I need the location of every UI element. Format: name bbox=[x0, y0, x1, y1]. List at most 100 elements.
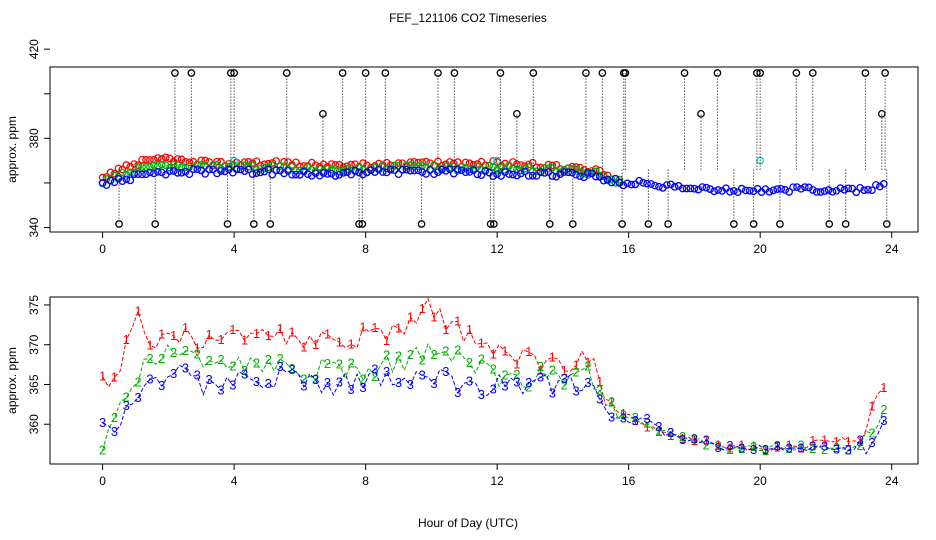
x-tick-label: 16 bbox=[622, 474, 636, 488]
series-3-point bbox=[678, 184, 687, 193]
series-3-point bbox=[698, 183, 707, 191]
series-3-label: 3 bbox=[501, 378, 508, 393]
series-1-point bbox=[296, 162, 304, 171]
series-3-label: 3 bbox=[206, 372, 213, 387]
spike-point bbox=[171, 69, 179, 77]
spike-point bbox=[115, 220, 123, 228]
series-3-point bbox=[335, 170, 344, 179]
series-3-point bbox=[556, 170, 565, 179]
bottom-plot-frame bbox=[49, 296, 919, 465]
series-3-point bbox=[406, 166, 415, 175]
chart-title: FEF_121106 CO2 Timeseries bbox=[389, 11, 547, 25]
series-3-point bbox=[394, 170, 403, 179]
series-2-label: 2 bbox=[134, 374, 141, 389]
series-3-point bbox=[126, 176, 135, 185]
series-1-label: 1 bbox=[490, 346, 497, 361]
series-3-label: 3 bbox=[300, 379, 307, 394]
y-tick-label: 375 bbox=[27, 295, 41, 315]
series-3-point bbox=[398, 165, 407, 174]
series-1-point bbox=[327, 160, 336, 168]
series-3-point bbox=[773, 185, 782, 193]
series-3-point bbox=[765, 188, 774, 196]
series-2-label: 2 bbox=[253, 355, 260, 370]
series-3-point bbox=[445, 165, 454, 174]
y-tick-label: 340 bbox=[27, 217, 41, 237]
series-3-label: 3 bbox=[513, 374, 520, 389]
series-2-label: 2 bbox=[170, 345, 177, 360]
series-3-point bbox=[236, 165, 245, 174]
series-2-label: 2 bbox=[111, 410, 118, 425]
series-3-label: 3 bbox=[797, 441, 804, 456]
series-2-point bbox=[505, 162, 513, 170]
series-1-label: 1 bbox=[845, 434, 852, 449]
series-3-label: 3 bbox=[134, 390, 141, 405]
spike-point bbox=[545, 220, 554, 228]
series-1-point bbox=[473, 160, 482, 168]
series-3-point bbox=[801, 183, 809, 191]
series-2-point bbox=[524, 163, 533, 171]
series-2-point bbox=[209, 161, 217, 169]
series-2-label: 2 bbox=[572, 364, 579, 379]
series-1-label: 1 bbox=[99, 369, 106, 384]
series-2-label: 2 bbox=[395, 348, 402, 363]
series-1-point bbox=[181, 157, 190, 166]
series-3-point bbox=[812, 188, 821, 196]
series-2-label: 2 bbox=[797, 437, 804, 452]
series-1-label: 1 bbox=[288, 324, 295, 339]
series-2-point bbox=[532, 167, 541, 176]
series-3-point bbox=[623, 179, 632, 188]
series-1-label: 1 bbox=[348, 336, 355, 351]
series-2-point bbox=[296, 166, 304, 175]
series-2-point bbox=[142, 163, 150, 172]
series-2-point bbox=[292, 166, 300, 175]
series-1-point bbox=[331, 161, 340, 169]
series-3-label: 3 bbox=[430, 376, 437, 391]
series-2-point bbox=[520, 164, 529, 173]
series-2-label: 2 bbox=[324, 356, 331, 371]
series-3-point bbox=[272, 166, 281, 174]
spike-point bbox=[730, 220, 738, 228]
series-3-label: 3 bbox=[490, 381, 497, 396]
spike-point bbox=[151, 220, 160, 228]
series-1-label: 1 bbox=[821, 433, 828, 448]
series-2-point bbox=[276, 162, 285, 170]
series-3-label: 3 bbox=[288, 362, 295, 377]
series-2-label: 2 bbox=[726, 442, 733, 457]
series-2-label: 2 bbox=[383, 348, 390, 363]
series-1-label: 1 bbox=[312, 337, 319, 352]
series-3-point bbox=[327, 169, 336, 178]
series-3-point bbox=[524, 172, 533, 180]
x-tick-label: 4 bbox=[231, 474, 238, 488]
series-2-label: 2 bbox=[537, 359, 544, 374]
series-1-label: 1 bbox=[691, 433, 698, 448]
series-3-point bbox=[260, 167, 269, 176]
series-2-label: 2 bbox=[158, 351, 165, 366]
series-1-point bbox=[264, 159, 273, 168]
series-3-point bbox=[489, 172, 498, 180]
series-3-point bbox=[584, 169, 592, 177]
series-3-label: 3 bbox=[691, 432, 698, 447]
series-1-label: 1 bbox=[324, 327, 331, 342]
y-tick-label: 380 bbox=[27, 128, 41, 148]
series-3-point bbox=[106, 176, 115, 185]
series-1-point bbox=[418, 158, 427, 167]
series-1-point bbox=[153, 154, 162, 162]
series-3-point bbox=[130, 170, 139, 179]
series-2-point bbox=[268, 161, 277, 169]
series-3-point bbox=[134, 170, 142, 179]
series-1-label: 1 bbox=[182, 320, 189, 335]
series-2-point bbox=[260, 164, 269, 172]
series-3-point bbox=[264, 165, 273, 174]
series-3-point bbox=[682, 184, 691, 193]
series-2-label: 2 bbox=[182, 343, 189, 358]
series-2-label: 2 bbox=[288, 361, 295, 376]
spike-point bbox=[776, 220, 784, 228]
series-2-label: 2 bbox=[833, 440, 840, 455]
series-2-line bbox=[102, 342, 885, 452]
series-3-point bbox=[733, 188, 742, 197]
series-3-point bbox=[378, 168, 387, 176]
series-1-point bbox=[161, 153, 170, 162]
series-3-point bbox=[390, 166, 399, 175]
series-2-point bbox=[126, 168, 135, 177]
